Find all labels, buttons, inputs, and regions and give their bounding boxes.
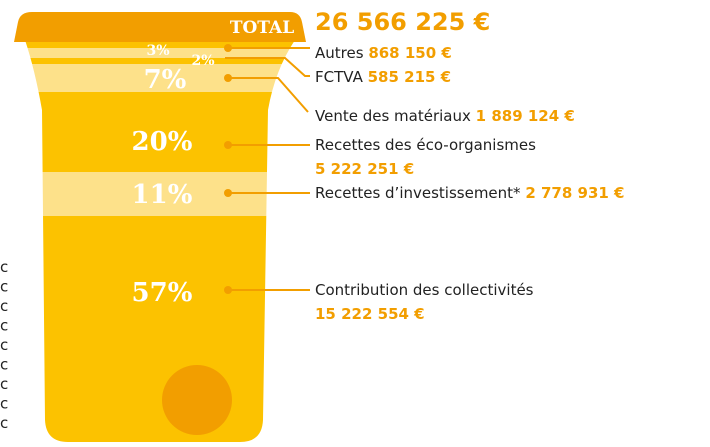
side-mark: c bbox=[0, 297, 8, 315]
item-amount: 5 222 251 € bbox=[315, 160, 414, 178]
percent: 11% bbox=[132, 180, 193, 210]
item-amount: 868 150 € bbox=[368, 44, 452, 62]
band bbox=[25, 92, 295, 172]
band bbox=[25, 216, 295, 442]
item-label: Recettes des éco-organismes bbox=[315, 136, 536, 154]
item-text: Recettes d’investissement* 2 778 931 € bbox=[315, 184, 625, 202]
side-mark: c bbox=[0, 375, 8, 393]
side-mark: c bbox=[0, 414, 8, 432]
total-amount: 26 566 225 € bbox=[315, 8, 490, 36]
percent: 2% bbox=[191, 53, 214, 69]
side-mark: c bbox=[0, 336, 8, 354]
connector bbox=[228, 77, 309, 113]
percent: 7% bbox=[144, 65, 187, 95]
band bbox=[25, 58, 295, 64]
side-mark: c bbox=[0, 356, 8, 374]
item-amount: 585 215 € bbox=[368, 68, 452, 86]
wheel bbox=[162, 365, 232, 435]
item-amount: 15 222 554 € bbox=[315, 305, 425, 323]
item-text: Vente des matériaux 1 889 124 € bbox=[315, 107, 575, 125]
bin-lid bbox=[14, 12, 306, 42]
side-mark: c bbox=[0, 278, 8, 296]
item-text: Autres 868 150 € bbox=[315, 44, 452, 62]
bin-body bbox=[25, 40, 295, 442]
percent: 20% bbox=[132, 127, 193, 157]
band bbox=[25, 40, 295, 48]
band bbox=[25, 48, 295, 58]
item-amount: 2 778 931 € bbox=[525, 184, 624, 202]
side-mark: c bbox=[0, 395, 8, 413]
item-label: Autres bbox=[315, 44, 364, 62]
side-mark: c bbox=[0, 317, 8, 335]
item-amount: 1 889 124 € bbox=[476, 107, 575, 125]
connectors bbox=[224, 44, 310, 294]
item-label: Recettes d’investissement* bbox=[315, 184, 521, 202]
side-mark: c bbox=[0, 258, 8, 276]
percent: 57% bbox=[132, 278, 193, 308]
total-label: TOTAL bbox=[230, 18, 294, 38]
percent: 3% bbox=[146, 43, 169, 59]
item-label: FCTVA bbox=[315, 68, 364, 86]
item-label: Vente des matériaux bbox=[315, 107, 471, 125]
item-text: FCTVA 585 215 € bbox=[315, 68, 451, 86]
connector bbox=[225, 57, 310, 77]
item-label: Contribution des collectivités bbox=[315, 281, 534, 299]
